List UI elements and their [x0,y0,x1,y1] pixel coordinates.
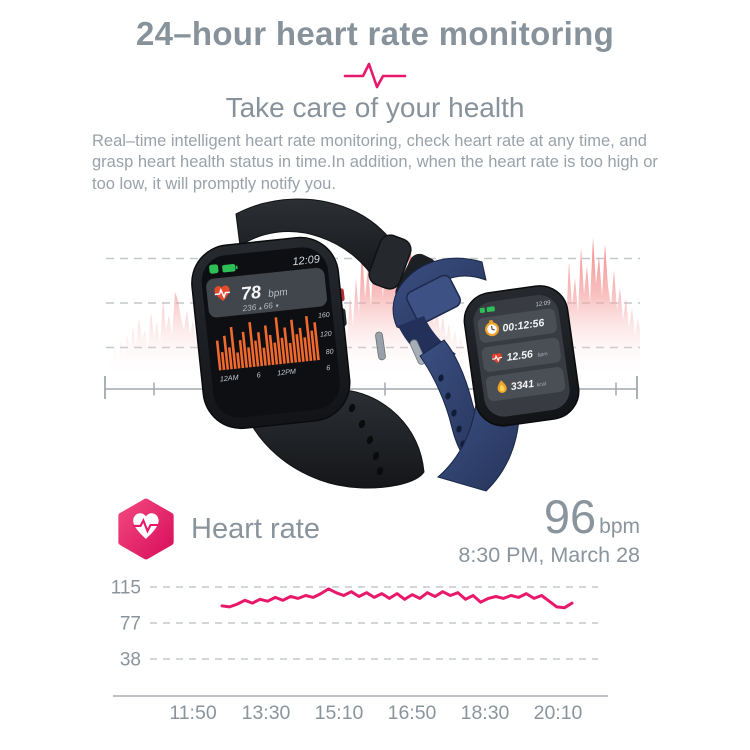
blue-strap-keeper [406,274,461,324]
blue-hr-unit: bpm [537,351,549,358]
chart-y-labels: 115 77 38 [111,578,141,671]
stopwatch-icon [485,320,500,337]
hr-bar [268,334,275,365]
flame-icon [497,380,507,393]
blue-hr-value: 12.56 [506,348,534,364]
watch-x-label: 12AM [219,373,239,384]
page-subtitle: Take care of your health [225,92,525,123]
watch-bar-chart [215,315,320,371]
x-tick-label: 18:30 [461,702,510,724]
hr-bar [247,347,252,368]
description-text: Real–time intelligent heart rate monitor… [92,132,658,193]
connection-icon [209,264,219,274]
watch-showcase: 12:09 78 bpm 236 ▴ 66 ▾ [104,198,640,492]
hr-bar [298,327,305,362]
hr-bar [215,340,222,371]
hr-bar [227,347,233,370]
hr-bar [254,340,260,367]
hr-bar [229,326,237,369]
hr-bar [273,342,279,365]
heart-icon [214,285,230,302]
hr-bar [274,317,283,365]
heart-rate-line [220,587,574,610]
blue-smartwatch: 12:09 00:12:56 [392,257,580,492]
heart-rate-chart: 115 77 38 11:50 13:30 15:10 16:50 18:30 … [111,578,608,724]
hr-bar [290,319,298,363]
chart-x-labels: 11:50 13:30 15:10 16:50 18:30 20:10 [169,702,582,724]
x-tick-label: 11:50 [169,702,217,724]
heart-rate-icon [118,498,174,560]
watch-x-label: 6 [256,370,261,379]
hr-bar [295,334,301,363]
black-watch-statusbar: 12:09 [209,253,321,274]
hr-bar [280,337,286,364]
x-tick-label: 16:50 [388,702,437,724]
black-buckle-pin [375,331,386,361]
battery-tip [235,265,238,270]
watch-x-label: 12PM [277,367,297,378]
x-tick-label: 15:10 [315,702,364,724]
watch-y-label: 120 [320,331,332,339]
workout-time-card: 00:12:56 [477,308,557,343]
hr-bar [236,352,241,369]
watch-y-label: 160 [318,312,330,320]
battery-icon [222,264,236,273]
hr-bar [283,327,290,364]
x-tick-label: 20:10 [534,702,583,724]
blue-heart-rate-card: 12.56 bpm [481,337,561,372]
hr-bar [303,337,309,362]
hr-bar [241,331,248,368]
hr-bar [310,330,317,361]
x-tick-label: 13:30 [242,702,291,724]
chart-gridlines [150,586,598,660]
heart-shape [133,513,159,539]
watch-time: 12:09 [292,253,321,268]
heart-rate-panel-right: 96 bpm 8:30 PM, March 28 [458,493,640,568]
watch-y-label: 80 [326,348,335,356]
hr-bar [262,347,267,366]
calories-unit: kcal [536,381,547,388]
heart-rate-card: 78 bpm 236 ▴ 66 ▾ [206,267,327,318]
hr-bar [222,335,230,370]
black-strap-holes [348,403,384,476]
connection-icon [479,307,486,314]
heart-icon [491,353,503,364]
watch-time: 12:09 [535,300,551,308]
heart-rate-timestamp: 8:30 PM, March 28 [458,543,640,567]
heart-rate-unit: bpm [599,515,640,538]
ecg-pulse-icon [343,62,407,89]
hr-bar [238,340,245,369]
header: 24–hour heart rate monitoring Take care … [0,0,750,195]
black-strap-keeper [368,234,412,290]
hr-bar [304,315,313,362]
blue-watch-statusbar: 12:09 [479,300,552,314]
hr-bar [313,322,320,361]
hr-max-min: 236 ▴ 66 ▾ [241,300,279,313]
hr-bar [248,321,256,367]
hr-bar [263,325,271,366]
calories-card: 3341 kcal [485,367,566,402]
heart-rate-value: 96 [543,490,597,543]
heart-rate-label: Heart rate [191,512,320,545]
heart-rate-panel: Heart rate 96 bpm 8:30 PM, March 28 [0,493,750,573]
black-smartwatch: 12:09 78 bpm 236 ▴ 66 ▾ [191,198,437,489]
watch-x-label: 6 [326,363,331,372]
watch-chart-labels: 160 120 80 12AM 6 12PM 6 [219,312,335,384]
y-tick-label: 38 [120,650,141,671]
hr-bar [220,351,226,371]
hr-value: 78 [240,282,262,304]
page-title: 24–hour heart rate monitoring [135,15,615,52]
y-tick-label: 115 [111,578,141,599]
workout-time-value: 00:12:56 [502,317,545,335]
hr-unit: bpm [268,287,288,300]
battery-icon [486,306,495,313]
heart-rate-panel-left: Heart rate [116,497,320,561]
calories-value: 3341 [510,378,535,393]
hr-bar [256,332,264,367]
hr-bar [288,342,294,364]
y-tick-label: 77 [120,614,141,635]
